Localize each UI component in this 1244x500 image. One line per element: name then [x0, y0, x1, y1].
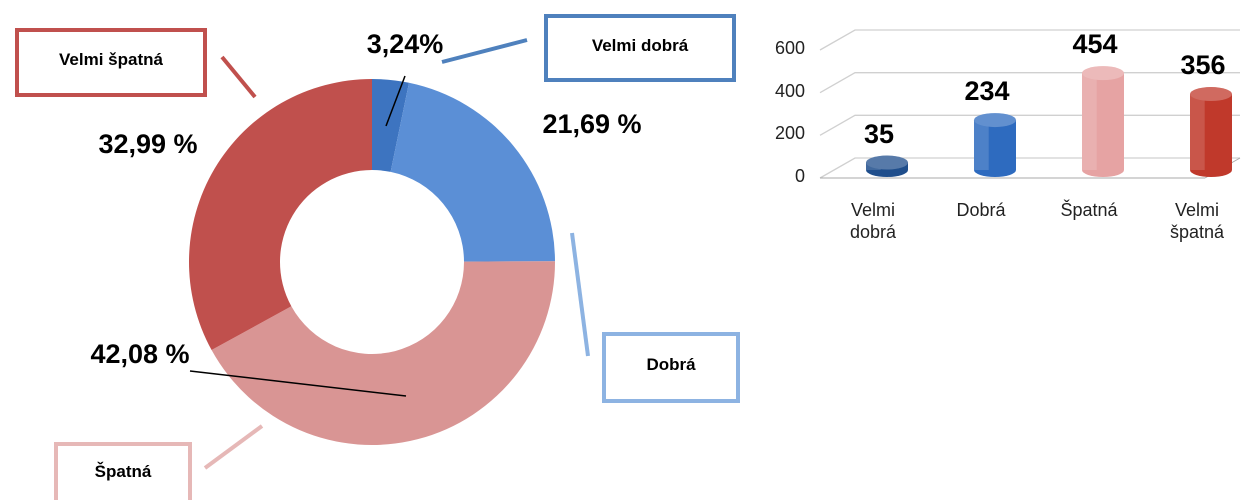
legend-label: Velmi dobrá: [591, 36, 689, 55]
bar: [866, 155, 908, 177]
data-label: 3,24%: [366, 29, 444, 59]
data-label: 454: [1072, 29, 1118, 60]
x-tick-label: Velmi dobrá: [849, 200, 897, 242]
data-label: 32,99 %: [98, 129, 198, 159]
donut-slice: [390, 82, 555, 262]
y-tick-label: 400: [774, 80, 805, 101]
x-tick-label: Dobrá: [956, 200, 1006, 220]
x-tick-label: Velmi špatná: [1169, 200, 1225, 242]
data-label: 42,08 %: [90, 339, 190, 369]
callout-box: [602, 332, 740, 403]
donut-slice: [372, 79, 409, 172]
leader-line: [385, 75, 406, 127]
callout-stroke: [570, 232, 590, 357]
leader-line: [189, 370, 407, 397]
bar: [1082, 66, 1124, 177]
data-label: 234: [964, 76, 1010, 107]
x-tick-label: Špatná: [1060, 200, 1118, 220]
callout-box: [544, 14, 736, 82]
callout-box: [15, 28, 207, 97]
callout-stroke: [220, 55, 257, 99]
bar: [974, 113, 1016, 177]
y-tick-label: 200: [774, 123, 805, 144]
data-label: 21,69 %: [542, 109, 642, 139]
y-tick-label: 600: [774, 38, 805, 58]
y-tick-label: 0: [794, 166, 805, 186]
bar: [1190, 87, 1232, 177]
callout-box: [54, 442, 192, 500]
callout-stroke: [203, 424, 264, 470]
legend-label: Špatná: [94, 462, 152, 481]
data-label: 356: [1180, 50, 1226, 81]
grid-line: [819, 29, 1240, 51]
donut-slice: [188, 79, 372, 351]
donut-slice: [211, 261, 556, 445]
callout-stroke: [441, 38, 528, 64]
legend-label: Dobrá: [646, 355, 696, 374]
legend-label: Velmi špatná: [59, 50, 163, 69]
data-label: 35: [863, 118, 895, 149]
